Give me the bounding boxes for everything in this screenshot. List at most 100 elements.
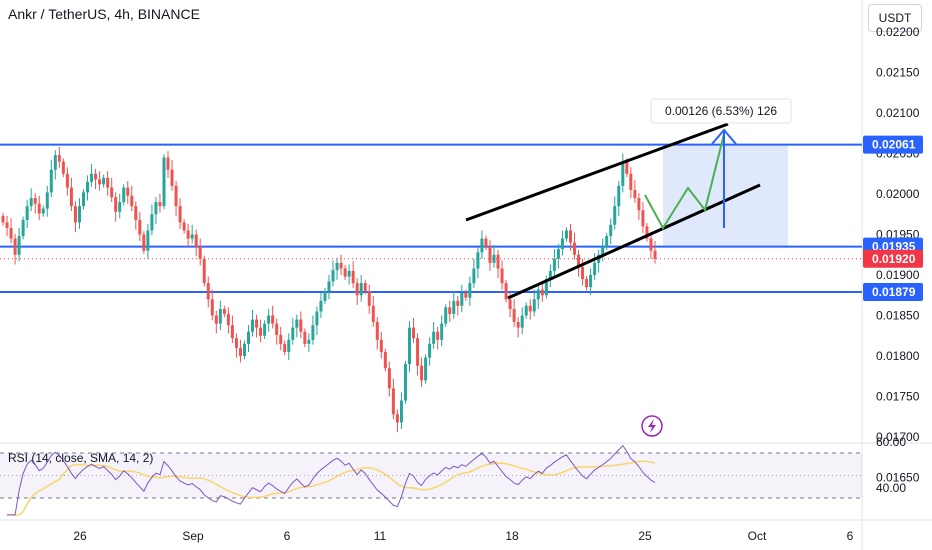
candle-body [130, 195, 134, 207]
candle-body [198, 246, 202, 259]
candle-body [94, 173, 98, 180]
candle-body [102, 177, 106, 185]
rsi-sma-line [7, 460, 656, 516]
candle-body [412, 327, 416, 339]
currency-button[interactable]: USDT [868, 4, 922, 32]
measurement-box [663, 144, 788, 247]
rsi-tick-label: 40.00 [876, 481, 906, 495]
x-tick-label: 18 [505, 529, 519, 543]
candle-body [242, 343, 246, 356]
candle-body [460, 292, 464, 306]
candle-body [259, 327, 263, 336]
y-tick-label: 0.01750 [876, 390, 920, 404]
x-tick-label: Oct [748, 529, 767, 543]
candle-body [532, 299, 536, 312]
candle-body [206, 283, 210, 300]
candle-body [589, 275, 593, 288]
candle-body [138, 219, 142, 235]
candle-body [367, 291, 371, 306]
candle-body [174, 185, 178, 207]
candle-body [520, 315, 524, 328]
candle-body [73, 206, 77, 223]
candle-body [456, 300, 460, 306]
candle-body [230, 325, 234, 339]
y-tick-label: 0.02150 [876, 66, 920, 80]
alert-circle [641, 415, 663, 437]
candle-body [568, 230, 572, 243]
candle-body [347, 270, 351, 277]
candle-body [424, 357, 428, 381]
chart-title: Ankr / TetherUS, 4h, BINANCE [8, 6, 200, 22]
candle-body [593, 262, 597, 275]
candle-body [560, 238, 564, 250]
candle-body [637, 198, 641, 211]
lightning-icon [641, 415, 663, 437]
candle-body [251, 319, 255, 332]
candle-body [279, 334, 283, 344]
candle-body [351, 270, 355, 284]
candle-body [440, 323, 444, 340]
candle-body [552, 258, 556, 271]
candle-body [536, 289, 540, 300]
price-badge-bg [863, 283, 923, 302]
candle-body [496, 254, 500, 269]
candle-body [448, 307, 452, 314]
candle-body [81, 192, 85, 207]
candle-body [444, 307, 448, 324]
price-badge: 0.02061 [863, 135, 923, 154]
candle-body [504, 283, 508, 300]
candle-body [585, 279, 589, 288]
candle-body [283, 343, 287, 352]
candle-body [556, 249, 560, 259]
candle-body [194, 234, 198, 247]
candle-body [617, 185, 621, 207]
candle-body [649, 238, 653, 251]
candle-body [255, 319, 259, 328]
channel-upper-line [465, 122, 729, 222]
candle-body [247, 331, 251, 344]
candle-body [190, 234, 194, 239]
y-tick-label: 0.02200 [876, 25, 920, 39]
candle-body [45, 192, 49, 209]
candle-body [641, 210, 645, 227]
candle-body [311, 325, 315, 340]
candle-body [323, 291, 327, 301]
price-badge: 0.01879 [863, 283, 923, 302]
candle-body [379, 339, 383, 352]
candle-body [452, 300, 456, 314]
candle-body [37, 203, 41, 214]
candle-body [126, 187, 130, 196]
candle-body [395, 414, 399, 423]
candle-body [609, 224, 613, 237]
candle-body [162, 157, 166, 207]
candle-body [403, 364, 407, 401]
candle-body [331, 270, 335, 282]
alert-bolt [648, 419, 656, 433]
price-badge: 0.01920 [863, 249, 923, 268]
candle-body [319, 300, 323, 312]
candle-body [158, 202, 162, 207]
candle-body [327, 281, 331, 292]
candle-body [653, 250, 657, 259]
candle-body [287, 339, 291, 352]
y-tick-label: 0.01800 [876, 349, 920, 363]
candle-body [17, 236, 21, 255]
candle-body [524, 305, 528, 316]
candle-body [218, 309, 222, 324]
candle-body [214, 315, 218, 324]
candle-body [1, 215, 5, 223]
candle-body [170, 169, 174, 186]
candle-body [464, 292, 468, 298]
candle-body [222, 309, 226, 314]
candle-body [359, 283, 363, 296]
candle-body [57, 155, 61, 162]
candle-body [399, 400, 403, 423]
candle-body [428, 343, 432, 358]
candle-body [182, 222, 186, 231]
candle-body [106, 177, 110, 188]
candle-body [371, 305, 375, 322]
candle-body [335, 262, 339, 271]
candle-body [629, 173, 633, 190]
candle-body [202, 258, 206, 284]
